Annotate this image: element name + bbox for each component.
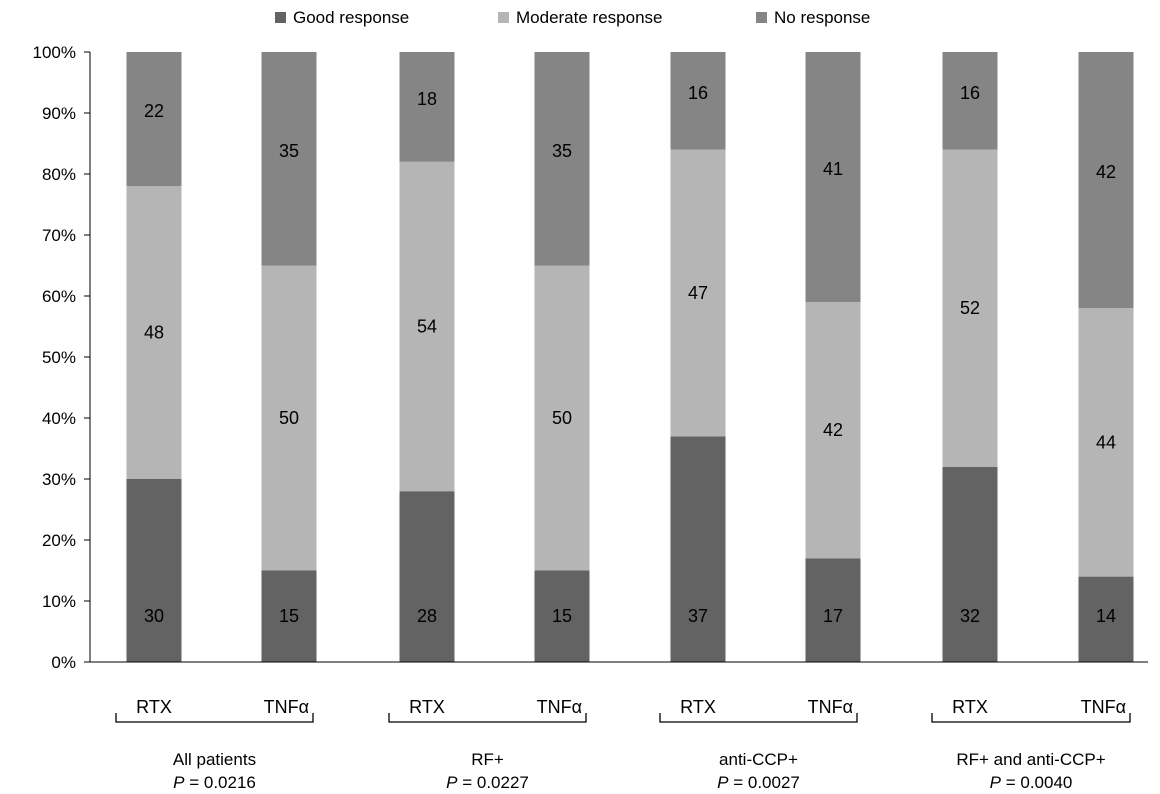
y-tick-label-1: 10% [42,592,76,611]
y-tick-label-8: 80% [42,165,76,184]
group-p-value-3: P = 0.0040 [990,773,1073,792]
bar-segment-4-2 [670,52,726,150]
group-name-1: RF+ [471,750,504,769]
data-label-4-0: 37 [688,606,708,626]
p-value-1: = 0.0227 [457,773,528,792]
p-symbol-1: P [446,773,458,792]
y-tick-label-5: 50% [42,348,76,367]
bar-label-7: TNFα [1081,697,1126,717]
data-label-5-1: 42 [823,420,843,440]
group-bracket-2 [659,713,858,723]
bar-segment-1-2 [261,52,317,266]
y-tick-label-7: 70% [42,226,76,245]
group-p-value-0: P = 0.0216 [173,773,256,792]
group-name-2: anti-CCP+ [719,750,798,769]
legend-label-1: Moderate response [516,8,662,27]
p-value-0: = 0.0216 [184,773,255,792]
bar-label-1: TNFα [264,697,309,717]
data-label-5-2: 41 [823,159,843,179]
group-p-value-1: P = 0.0227 [446,773,529,792]
y-tick-label-2: 20% [42,531,76,550]
group-bracket-0 [115,713,314,723]
bar-segment-7-2 [1078,52,1134,309]
p-value-2: = 0.0027 [728,773,799,792]
legend-swatch-1 [498,12,509,23]
bar-segment-2-1 [399,161,455,492]
y-tick-label-4: 40% [42,409,76,428]
bar-segment-7-1 [1078,308,1134,577]
bar-segment-5-2 [805,52,861,303]
bar-label-5: TNFα [808,697,853,717]
data-label-6-0: 32 [960,606,980,626]
data-label-4-2: 16 [688,83,708,103]
y-tick-label-0: 0% [51,653,76,672]
bar-label-2: RTX [409,697,445,717]
bar-segment-4-1 [670,149,726,437]
y-tick-label-9: 90% [42,104,76,123]
bar-segment-2-2 [399,52,455,162]
group-bracket-1 [388,713,587,723]
bar-segment-6-0 [942,466,998,662]
bar-segment-7-0 [1078,576,1134,662]
bar-segment-3-0 [534,570,590,662]
bar-label-4: RTX [680,697,716,717]
data-label-4-1: 47 [688,283,708,303]
data-label-7-2: 42 [1096,162,1116,182]
bar-segment-3-1 [534,265,590,571]
p-symbol-0: P [173,773,185,792]
data-label-7-1: 44 [1096,432,1116,452]
group-bracket-3 [931,713,1131,723]
data-label-6-2: 16 [960,83,980,103]
p-value-3: = 0.0040 [1001,773,1072,792]
bar-label-3: TNFα [537,697,582,717]
legend-swatch-0 [275,12,286,23]
bar-segment-3-2 [534,52,590,266]
data-label-1-1: 50 [279,408,299,428]
data-label-6-1: 52 [960,298,980,318]
data-label-0-0: 30 [144,606,164,626]
bar-segment-0-1 [126,186,182,479]
bar-segment-0-2 [126,52,182,187]
data-label-3-1: 50 [552,408,572,428]
legend-label-0: Good response [293,8,409,27]
bar-label-0: RTX [136,697,172,717]
bar-label-6: RTX [952,697,988,717]
bar-segment-1-1 [261,265,317,571]
group-p-value-2: P = 0.0027 [717,773,800,792]
p-symbol-2: P [717,773,729,792]
x-axis: RTX TNFα RTX TNFα RTX TNFα RTX TNFα [90,661,1148,717]
bar-segment-5-1 [805,302,861,559]
bar-segment-5-0 [805,558,861,662]
group-name-3: RF+ and anti-CCP+ [956,750,1105,769]
bar-segment-6-1 [942,149,998,467]
data-label-2-0: 28 [417,606,437,626]
data-label-0-1: 48 [144,323,164,343]
bar-segment-2-0 [399,491,455,662]
y-tick-label-3: 30% [42,470,76,489]
group-labels: All patients P = 0.0216 RF+ P = 0.0227 anti-… [115,713,1131,792]
legend-label-2: No response [774,8,870,27]
data-label-1-2: 35 [279,141,299,161]
data-label-0-2: 22 [144,101,164,121]
data-label-2-2: 18 [417,89,437,109]
bar-segment-6-2 [942,52,998,150]
p-symbol-3: P [990,773,1002,792]
y-tick-label-6: 60% [42,287,76,306]
legend-swatch-2 [756,12,767,23]
legend: Good response Moderate response No respons… [275,8,870,27]
data-label-3-2: 35 [552,141,572,161]
y-tick-label-10: 100% [33,43,76,62]
data-label-7-0: 14 [1096,606,1116,626]
y-axis: 0% 10% 20% 30% 40% 50% 60% 70% 80% 90% 100% [33,43,91,672]
data-label-3-0: 15 [552,606,572,626]
group-name-0: All patients [173,750,256,769]
data-label-1-0: 15 [279,606,299,626]
bar-segment-0-0 [126,479,182,662]
bars: 30 48 22 15 50 35 28 54 18 15 50 35 37 47 16 17 42 41 32 52… [126,52,1134,662]
bar-segment-4-0 [670,436,726,662]
data-label-2-1: 54 [417,317,437,337]
data-label-5-0: 17 [823,606,843,626]
bar-segment-1-0 [261,570,317,662]
